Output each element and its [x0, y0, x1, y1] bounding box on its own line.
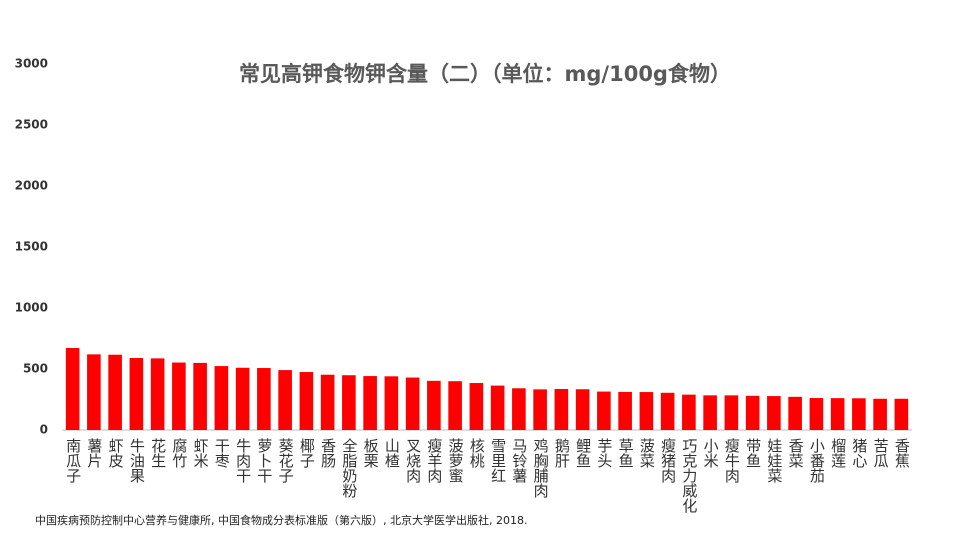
- bar: [87, 354, 101, 430]
- x-tick-label: 猪心: [850, 438, 868, 468]
- x-tick-label: 薯片: [85, 438, 103, 468]
- bar: [150, 358, 165, 430]
- x-tick-label: 草鱼: [617, 438, 635, 468]
- x-tick-label: 雪里红: [489, 438, 507, 483]
- x-tick-label: 萝卜干: [255, 438, 273, 483]
- bar: [448, 381, 462, 430]
- bar: [342, 375, 356, 430]
- bar: [427, 380, 441, 430]
- bar: [639, 392, 654, 430]
- bar: [129, 358, 144, 430]
- bar: [257, 368, 271, 430]
- x-tick-label: 鹅肝: [553, 438, 571, 469]
- x-tick-label: 香肠: [319, 438, 337, 469]
- x-tick-label: 小番茄: [808, 438, 826, 484]
- bar: [894, 398, 909, 430]
- y-tick-label: 1000: [15, 301, 48, 315]
- bar: [575, 389, 590, 430]
- x-tick-label: 鸡胸脯肉: [532, 438, 550, 498]
- bar: [512, 388, 526, 430]
- bar: [278, 370, 292, 430]
- chart-title: 常见高钾食物钾含量（二）（单位：mg/100g食物）: [239, 62, 731, 86]
- x-tick-label: 叉烧肉: [404, 438, 422, 483]
- x-tick-label: 板栗: [362, 437, 380, 468]
- bar: [873, 398, 887, 430]
- x-tick-label: 腐竹: [170, 437, 188, 469]
- bar: [724, 395, 739, 430]
- x-tick-label: 娃娃菜: [765, 438, 783, 483]
- bar: [788, 396, 802, 430]
- x-tick-label: 核桃: [468, 438, 486, 469]
- bar: [469, 383, 484, 430]
- bar: [108, 354, 122, 430]
- x-tick-label: 香蕉: [893, 438, 911, 468]
- bar: [660, 392, 675, 430]
- y-tick-label: 2000: [15, 179, 48, 193]
- x-tick-label: 山楂: [383, 438, 401, 468]
- bar: [597, 391, 611, 430]
- bar: [554, 389, 569, 430]
- bar: [405, 377, 420, 430]
- bar: [65, 348, 80, 430]
- bar: [533, 389, 547, 430]
- bar: [299, 372, 314, 430]
- bar: [214, 366, 229, 430]
- x-tick-label: 花生: [149, 438, 167, 468]
- x-tick-label: 椰子: [298, 438, 316, 468]
- bar: [172, 362, 186, 430]
- bar: [830, 398, 845, 430]
- bar: [363, 376, 377, 430]
- x-tick-label: 南瓜子: [64, 438, 82, 483]
- x-tick-label: 牛肉干: [234, 438, 252, 483]
- x-tick-label: 牛油果: [128, 438, 146, 483]
- y-tick-label: 1500: [15, 240, 48, 254]
- bar: [767, 396, 781, 430]
- bar: [745, 395, 760, 430]
- x-tick-label: 瘦猪肉: [659, 438, 677, 483]
- x-tick-label: 干枣: [213, 438, 231, 468]
- y-tick-label: 500: [23, 362, 48, 376]
- x-tick-label: 芋头: [595, 438, 613, 468]
- x-tick-label: 瘦牛肉: [723, 438, 741, 483]
- bar: [852, 398, 866, 430]
- bar: [384, 376, 399, 430]
- x-tick-label: 虾皮: [107, 438, 125, 468]
- x-tick-label: 苦瓜: [872, 438, 890, 468]
- y-tick-label: 3000: [15, 57, 48, 71]
- x-tick-label: 葵花子: [277, 438, 295, 483]
- x-tick-label: 小米: [702, 438, 720, 468]
- y-tick-label: 0: [40, 423, 48, 437]
- bar: [235, 367, 250, 430]
- source-note: 中国疾病预防控制中心营养与健康所, 中国食物成分表标准版（第六版）, 北京大学医…: [35, 513, 527, 527]
- x-tick-label: 巧克力威化: [680, 438, 698, 513]
- bar: [809, 398, 824, 430]
- x-tick-label: 带鱼: [744, 438, 762, 468]
- bar: [490, 385, 505, 430]
- bar: [320, 374, 335, 430]
- bar: [703, 395, 717, 430]
- y-tick-label: 2500: [15, 118, 48, 132]
- x-tick-label: 鲤鱼: [574, 438, 592, 468]
- x-tick-label: 榴莲: [829, 438, 847, 469]
- bar: [193, 362, 207, 430]
- x-tick-label: 全脂奶粉: [340, 437, 358, 499]
- x-tick-label: 马铃薯: [510, 438, 528, 483]
- x-tick-label: 虾米: [192, 438, 210, 468]
- x-tick-label: 香菜: [787, 438, 805, 468]
- x-tick-label: 菠菜: [638, 438, 656, 468]
- x-tick-label: 瘦羊肉: [425, 438, 443, 483]
- x-tick-label: 菠萝蜜: [447, 438, 465, 483]
- bar: [682, 394, 696, 430]
- bar: [618, 391, 632, 430]
